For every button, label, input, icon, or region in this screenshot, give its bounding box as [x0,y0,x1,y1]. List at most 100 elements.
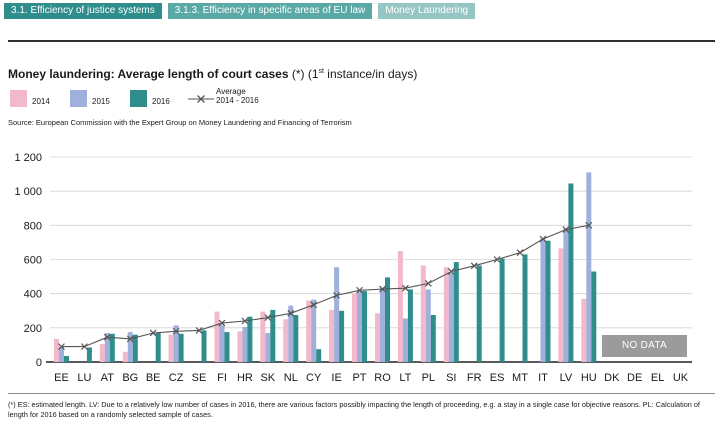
bar-pl-2015 [425,289,431,362]
average-marker-ie [333,291,341,299]
legend-label-average-line1: Average [216,87,246,96]
bar-si-2015 [448,273,454,362]
x-tick-label-fr: FR [467,372,482,384]
bar-lt-2016 [407,289,413,362]
x-tick-label-el: EL [651,372,664,384]
bottom-divider [8,393,715,394]
bar-ee-2014 [54,338,59,362]
bar-hr-2016 [247,316,253,362]
y-tick-label-0: 0 [36,357,42,369]
bar-pl-2014 [420,265,426,362]
x-tick-label-ie: IE [331,372,341,384]
breadcrumb: 3.1. Efficiency of justice systems 3.1.3… [4,3,476,21]
bar-lt-2015 [402,318,408,362]
x-tick-label-ee: EE [54,372,69,384]
bar-it-2016 [545,240,551,362]
average-marker-at [103,333,111,341]
bar-ie-2014 [329,309,335,362]
bar-ro-2015 [380,287,385,362]
average-marker-it [539,235,547,243]
bar-at-2016 [109,333,115,362]
bar-fi-2014 [214,311,220,362]
bar-sk-2014 [260,311,266,362]
average-marker-lt [401,284,409,292]
bar-hu-2016 [591,271,597,362]
bar-cz-2016 [178,333,184,362]
bar-nl-2015 [288,305,294,362]
bar-pt-2014 [352,293,357,362]
x-tick-label-hu: HU [581,372,597,384]
average-marker-lv [562,226,570,234]
chart-title-suffix-pre: (*) (1 [291,67,319,81]
y-axis-ticks: 0 200 400 600 800 1 000 1 200 [14,152,42,369]
chart-title-suffix-post: instance/in days) [323,67,418,81]
legend-swatch-2015 [70,90,87,107]
bar-ie-2016 [339,310,345,363]
y-tick-label-400: 400 [24,289,42,301]
legend-swatch-2016 [130,90,147,107]
legend-label-average-line2: 2014 - 2016 [216,96,259,105]
bar-hu-2014 [581,298,587,362]
chart-bars [54,172,597,363]
average-marker-nl [287,309,295,317]
x-tick-label-fi: FI [217,372,227,384]
bar-bg-2016 [132,334,138,362]
x-tick-label-nl: NL [284,372,298,384]
x-tick-label-es: ES [490,372,505,384]
bar-at-2015 [104,333,110,362]
bar-cz-2014 [168,334,174,362]
bar-lv-2016 [568,183,574,362]
bar-fr-2016 [476,265,482,362]
x-tick-label-be: BE [146,372,161,384]
x-tick-label-uk: UK [673,372,689,384]
bar-lv-2014 [558,248,564,362]
average-marker-mt [516,249,524,257]
x-tick-label-lu: LU [77,372,91,384]
bar-fi-2015 [219,325,225,362]
bar-se-2016 [201,330,207,362]
x-tick-label-bg: BG [122,372,138,384]
chart-title-main: Money laundering: Average length of cour… [8,67,289,81]
average-marker-fr [470,262,478,270]
bar-sk-2016 [270,309,276,362]
x-tick-label-sk: SK [260,372,275,384]
y-tick-label-800: 800 [24,220,42,232]
y-tick-label-200: 200 [24,323,42,335]
bar-lt-2014 [397,251,403,362]
bar-be-2016 [155,333,161,362]
x-tick-label-hr: HR [237,372,253,384]
breadcrumb-money-laundering[interactable]: Money Laundering [378,3,476,19]
bar-ie-2015 [334,267,340,362]
chart-source: Source: European Commission with the Exp… [8,118,352,127]
average-marker-fi [218,319,226,327]
legend-average-line-icon [188,95,214,103]
bar-cy-2014 [306,300,312,362]
bar-es-2016 [499,258,505,362]
x-tick-label-se: SE [192,372,207,384]
x-tick-label-cy: CY [306,372,322,384]
legend-label-average: Average 2014 - 2016 [216,87,259,105]
average-marker-pt [356,286,363,294]
average-line [61,224,589,348]
breadcrumb-eu-law-areas[interactable]: 3.1.3. Efficiency in specific areas of E… [167,3,373,19]
average-marker-ro [379,285,386,293]
x-tick-label-at: AT [101,372,115,384]
bar-nl-2014 [283,319,289,362]
average-marker-hr [241,317,249,325]
x-tick-label-lv: LV [560,372,573,384]
average-marker-si [447,268,455,275]
chart-footnote: (*) ES: estimated length. LV: Due to a r… [8,400,700,419]
x-tick-label-mt: MT [512,372,528,384]
chart-title-suffix-sup: st [318,68,324,75]
x-tick-label-pl: PL [422,372,435,384]
average-marker-be [149,329,157,337]
breadcrumb-justice-systems[interactable]: 3.1. Efficiency of justice systems [4,3,162,19]
bar-lu-2016 [86,347,92,362]
x-tick-label-si: SI [446,372,456,384]
x-tick-label-it: IT [538,372,548,384]
bar-mt-2016 [522,254,528,362]
bar-cy-2015 [311,299,317,362]
chart-gridlines [46,156,692,363]
average-marker-se [195,326,203,334]
legend-label-2014: 2014 [32,97,50,106]
